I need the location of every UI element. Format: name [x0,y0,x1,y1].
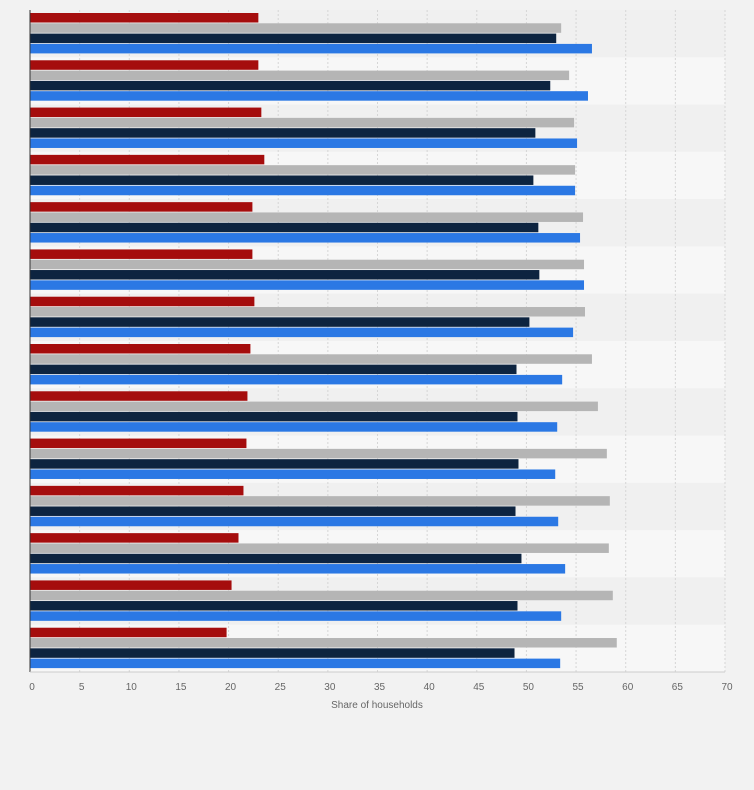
bar-series-2[interactable] [30,590,613,601]
bars [30,13,617,669]
bar-series-3[interactable] [30,175,534,185]
bar-series-3[interactable] [30,80,551,91]
x-tick-labels: 0 5 10 15 20 25 30 35 40 45 50 55 60 65 70 [29,682,733,693]
x-tick-label: 45 [473,682,485,693]
bar-series-3[interactable] [30,648,515,658]
bar-series-4[interactable] [30,469,556,479]
bar-series-1[interactable] [30,13,259,23]
bar-series-1[interactable] [30,154,265,165]
x-tick-label: 5 [79,682,85,693]
bar-series-3[interactable] [30,459,519,469]
x-tick-label: 30 [324,682,336,693]
bar-series-1[interactable] [30,627,227,638]
bar-series-1[interactable] [30,296,255,307]
x-axis-title: Share of households [331,700,423,711]
bar-series-4[interactable] [30,91,588,101]
bar-series-2[interactable] [30,70,570,81]
bar-series-1[interactable] [30,438,247,449]
bar-series-3[interactable] [30,222,539,233]
x-tick-label: 60 [622,682,634,693]
bar-series-4[interactable] [30,327,574,338]
x-tick-label: 15 [175,682,187,693]
bar-series-2[interactable] [30,259,585,270]
bar-series-3[interactable] [30,364,517,375]
bar-series-4[interactable] [30,658,561,669]
x-tick-label: 20 [225,682,237,693]
bar-series-4[interactable] [30,516,559,527]
x-tick-label: 0 [29,682,35,693]
bar-series-2[interactable] [30,165,576,175]
bar-series-4[interactable] [30,185,576,196]
bar-series-3[interactable] [30,601,518,611]
bar-series-1[interactable] [30,580,232,590]
bar-series-2[interactable] [30,23,562,33]
bar-series-2[interactable] [30,354,592,364]
bar-series-2[interactable] [30,307,586,317]
x-tick-label: 10 [126,682,138,693]
bar-series-2[interactable] [30,448,607,459]
bar-series-4[interactable] [30,374,563,385]
x-tick-label: 55 [573,682,585,693]
bar-series-4[interactable] [30,233,581,243]
bar-series-1[interactable] [30,249,253,259]
x-tick-label: 25 [275,682,287,693]
bar-series-3[interactable] [30,506,516,516]
bar-series-4[interactable] [30,611,562,621]
x-tick-label: 70 [721,682,733,693]
x-tick-label: 40 [424,682,436,693]
bar-series-4[interactable] [30,43,592,54]
bar-series-1[interactable] [30,344,251,354]
bar-series-3[interactable] [30,128,536,138]
bar-series-4[interactable] [30,422,558,432]
bar-series-4[interactable] [30,138,578,148]
bar-series-1[interactable] [30,391,248,401]
bar-series-1[interactable] [30,202,253,212]
bar-series-3[interactable] [30,270,540,280]
bar-series-1[interactable] [30,60,259,70]
bar-series-4[interactable] [30,564,566,574]
bar-series-2[interactable] [30,496,610,506]
bar-series-3[interactable] [30,317,530,327]
axes [29,10,725,673]
bar-series-1[interactable] [30,485,244,496]
bar-series-1[interactable] [30,107,262,118]
bar-series-2[interactable] [30,212,584,222]
bar-series-3[interactable] [30,553,522,564]
x-tick-label: 35 [374,682,386,693]
bar-series-1[interactable] [30,533,239,543]
bar-series-2[interactable] [30,638,617,648]
x-tick-label: 50 [523,682,535,693]
x-tick-label: 65 [672,682,684,693]
bar-series-2[interactable] [30,117,575,128]
bar-series-4[interactable] [30,280,585,290]
bar-series-3[interactable] [30,411,518,422]
bar-series-2[interactable] [30,401,598,412]
bar-series-2[interactable] [30,543,609,553]
bar-series-3[interactable] [30,33,557,44]
